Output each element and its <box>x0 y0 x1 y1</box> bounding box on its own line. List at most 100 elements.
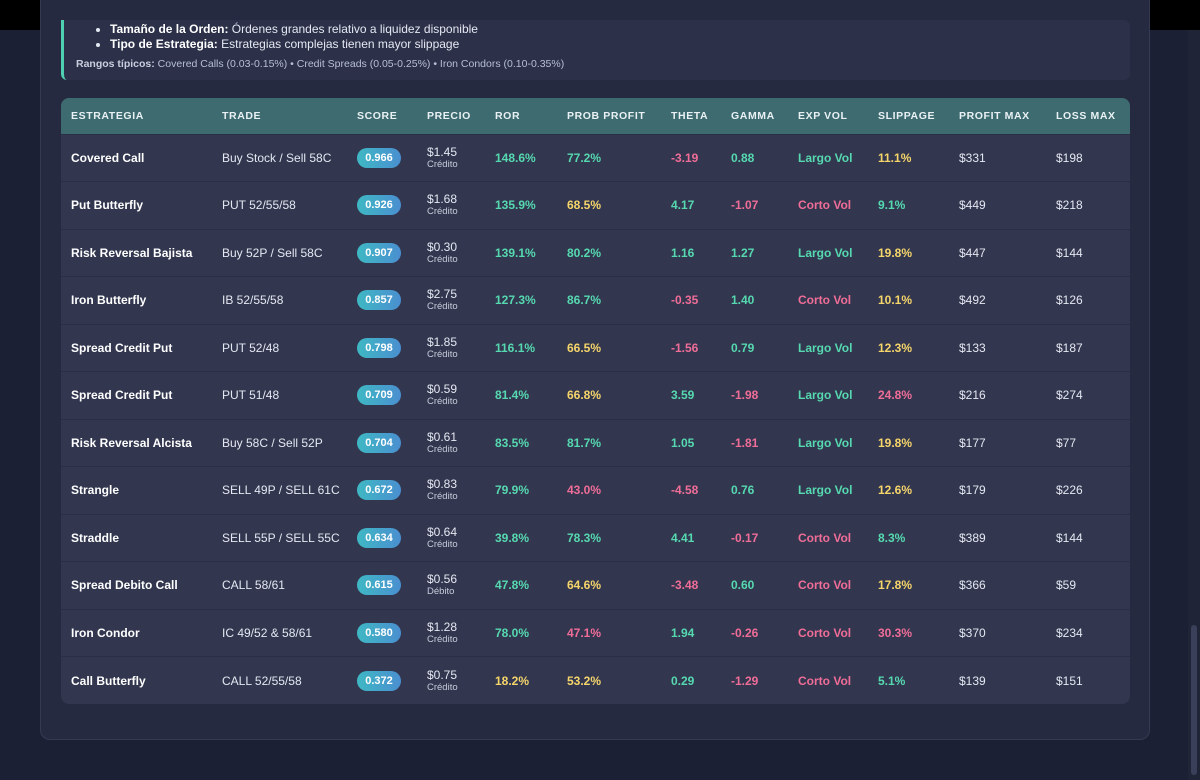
price-amount: $1.45 <box>427 144 458 159</box>
cell-estrategia: Iron Butterfly <box>71 293 147 308</box>
cell-precio: $0.56 Débito <box>417 562 485 610</box>
cell-ror: 81.4% <box>495 388 530 403</box>
price-type: Crédito <box>427 538 458 550</box>
cell-theta: -3.19 <box>671 150 699 165</box>
table-row[interactable]: Put Butterfly PUT 52/55/58 0.926 $1.68 Crédi… <box>61 181 1130 230</box>
cell-score: 0.615 <box>347 562 417 610</box>
price-type: Crédito <box>427 633 458 645</box>
cell-precio: $0.61 Crédito <box>417 419 485 467</box>
price-amount: $0.83 <box>427 477 458 492</box>
cell-prob-profit: 81.7% <box>567 435 602 450</box>
cell-trade: PUT 52/55/58 <box>222 198 296 213</box>
table-row[interactable]: Risk Reversal Alcista Buy 58C / Sell 52P 0… <box>61 419 1130 467</box>
cell-slippage: 24.8% <box>878 388 913 403</box>
cell-profit-max: $177 <box>959 435 986 450</box>
cell-score: 0.580 <box>347 609 417 657</box>
cell-loss-max: $151 <box>1056 673 1083 688</box>
cell-exp-vol: Largo Vol <box>798 150 853 165</box>
price-type: Crédito <box>427 253 458 265</box>
cell-precio: $0.59 Crédito <box>417 372 485 420</box>
cell-exp-vol: Largo Vol <box>798 388 853 403</box>
cell-gamma: -1.98 <box>731 388 759 403</box>
cell-loss-max: $226 <box>1056 483 1083 498</box>
column-header-exp-vol[interactable]: EXP VOL <box>798 109 848 122</box>
price-type: Crédito <box>427 443 458 455</box>
table-row[interactable]: Covered Call Buy Stock / Sell 58C 0.966 $1.… <box>61 134 1130 182</box>
info-bullet-label: Tipo de Estrategia: <box>110 37 218 51</box>
column-header-profit-max[interactable]: PROFIT MAX <box>959 109 1030 122</box>
table-row[interactable]: Spread Credit Put PUT 52/48 0.798 $1.85 Créd… <box>61 324 1130 372</box>
table-row[interactable]: Risk Reversal Bajista Buy 52P / Sell 58C 0… <box>61 229 1130 277</box>
price-type: Crédito <box>427 681 458 693</box>
cell-slippage: 9.1% <box>878 198 906 213</box>
cell-precio: $1.85 Crédito <box>417 324 485 372</box>
cell-gamma: -0.26 <box>731 625 759 640</box>
typical-ranges-label: Rangos típicos: <box>76 58 155 70</box>
cell-slippage: 19.8% <box>878 245 913 260</box>
cell-theta: -3.48 <box>671 578 699 593</box>
cell-precio: $0.75 Crédito <box>417 657 485 705</box>
cell-loss-max: $126 <box>1056 293 1083 308</box>
cell-ror: 83.5% <box>495 435 530 450</box>
score-badge: 0.580 <box>357 622 401 643</box>
cell-profit-max: $366 <box>959 578 986 593</box>
cell-gamma: -1.07 <box>731 198 759 213</box>
cell-trade: SELL 49P / SELL 61C <box>222 483 340 498</box>
cell-precio: $2.75 Crédito <box>417 277 485 325</box>
cell-gamma: 0.88 <box>731 150 755 165</box>
cell-gamma: -1.81 <box>731 435 759 450</box>
cell-prob-profit: 80.2% <box>567 245 602 260</box>
column-header-gamma[interactable]: GAMMA <box>731 109 775 122</box>
score-badge: 0.634 <box>357 527 401 548</box>
column-header-loss-max[interactable]: LOSS MAX <box>1056 109 1116 122</box>
table-row[interactable]: Iron Condor IC 49/52 & 58/61 0.580 $1.28 Cré… <box>61 609 1130 657</box>
price-amount: $0.30 <box>427 239 458 254</box>
cell-estrategia: Spread Debito Call <box>71 578 178 593</box>
column-header-slippage[interactable]: SLIPPAGE <box>878 109 936 122</box>
cell-prob-profit: 86.7% <box>567 293 602 308</box>
cell-theta: 3.59 <box>671 388 695 403</box>
cell-theta: -0.35 <box>671 293 699 308</box>
cell-precio: $1.45 Crédito <box>417 134 485 182</box>
info-bullet-text: Estrategias complejas tienen mayor slipp… <box>217 37 460 51</box>
cell-prob-profit: 47.1% <box>567 625 602 640</box>
info-bullet-order-size: Tamaño de la Orden: Órdenes grandes rela… <box>110 22 478 37</box>
cell-exp-vol: Corto Vol <box>798 578 852 593</box>
column-header-trade[interactable]: TRADE <box>222 109 262 122</box>
column-header-precio[interactable]: PRECIO <box>427 109 471 122</box>
cell-slippage: 12.3% <box>878 340 913 355</box>
cell-ror: 18.2% <box>495 673 530 688</box>
cell-loss-max: $187 <box>1056 340 1083 355</box>
column-header-theta[interactable]: THETA <box>671 109 709 122</box>
cell-profit-max: $133 <box>959 340 986 355</box>
cell-theta: 1.94 <box>671 625 695 640</box>
column-header-estrategia[interactable]: ESTRATEGIA <box>71 109 144 122</box>
column-header-score[interactable]: SCORE <box>357 109 398 122</box>
column-header-prob-profit[interactable]: PROB PROFIT <box>567 109 646 122</box>
table-row[interactable]: Straddle SELL 55P / SELL 55C 0.634 $0.64 Cré… <box>61 514 1130 562</box>
cell-trade: IC 49/52 & 58/61 <box>222 625 313 640</box>
table-row[interactable]: Call Butterfly CALL 52/55/58 0.372 $0.75 Cré… <box>61 656 1130 705</box>
vertical-scrollbar[interactable] <box>1188 30 1200 780</box>
cell-loss-max: $59 <box>1056 578 1077 593</box>
table-row[interactable]: Iron Butterfly IB 52/55/58 0.857 $2.75 Crédi… <box>61 276 1130 325</box>
cell-trade: Buy 58C / Sell 52P <box>222 435 323 450</box>
table-row[interactable]: Spread Credit Put PUT 51/48 0.709 $0.59 Créd… <box>61 371 1130 420</box>
cell-profit-max: $139 <box>959 673 986 688</box>
score-badge: 0.798 <box>357 337 401 358</box>
table-row[interactable]: Strangle SELL 49P / SELL 61C 0.672 $0.83 Cré… <box>61 466 1130 515</box>
table-row[interactable]: Spread Debito Call CALL 58/61 0.615 $0.56 Dé… <box>61 561 1130 610</box>
cell-slippage: 17.8% <box>878 578 913 593</box>
info-bullet-text: Órdenes grandes relativo a liquidez disp… <box>228 22 478 36</box>
cell-trade: IB 52/55/58 <box>222 293 284 308</box>
cell-exp-vol: Largo Vol <box>798 245 853 260</box>
table-body: Covered Call Buy Stock / Sell 58C 0.966 $1.… <box>61 134 1130 704</box>
cell-prob-profit: 66.8% <box>567 388 602 403</box>
price-type: Crédito <box>427 158 458 170</box>
column-header-ror[interactable]: ROR <box>495 109 521 122</box>
scrollbar-thumb[interactable] <box>1191 625 1197 775</box>
cell-score: 0.926 <box>347 182 417 230</box>
cell-slippage: 12.6% <box>878 483 913 498</box>
price-type: Crédito <box>427 396 458 408</box>
cell-profit-max: $449 <box>959 198 986 213</box>
